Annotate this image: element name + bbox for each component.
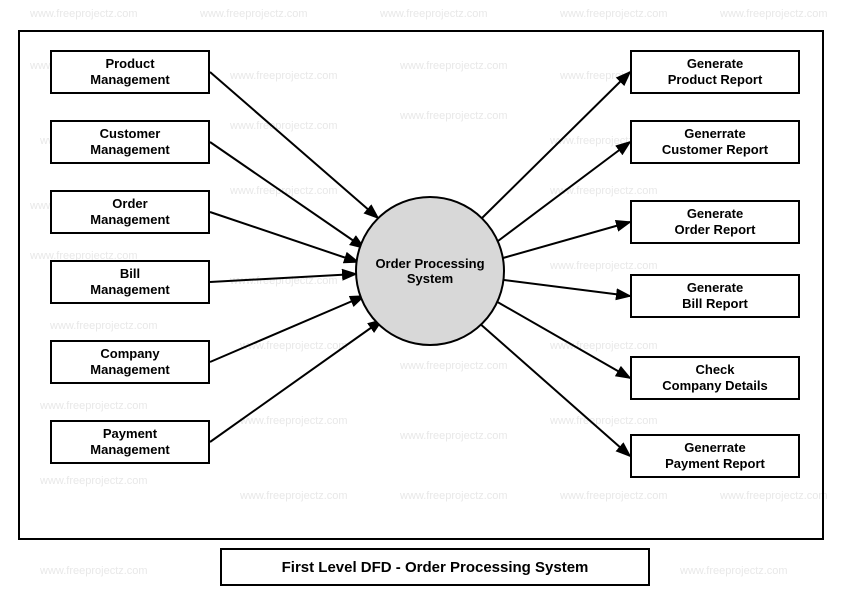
box-label-line2: Company Details bbox=[662, 378, 767, 394]
box-label-line2: Management bbox=[90, 72, 169, 88]
box-label-line1: Generrate bbox=[684, 440, 745, 456]
box-label-line2: Order Report bbox=[675, 222, 756, 238]
diagram-title-text: First Level DFD - Order Processing Syste… bbox=[282, 559, 589, 576]
watermark-text: www.freeprojectz.com bbox=[40, 565, 148, 577]
box-label-line2: Management bbox=[90, 442, 169, 458]
box-label-line1: Generrate bbox=[684, 126, 745, 142]
center-process-circle: Order Processing System bbox=[355, 196, 505, 346]
box-label-line1: Order bbox=[112, 196, 147, 212]
box-label-line1: Company bbox=[100, 346, 159, 362]
center-label-line2: System bbox=[407, 271, 453, 286]
watermark-text: www.freeprojectz.com bbox=[720, 8, 828, 20]
watermark-text: www.freeprojectz.com bbox=[200, 8, 308, 20]
box-label-line2: Management bbox=[90, 212, 169, 228]
left-box-customer-mgmt: CustomerManagement bbox=[50, 120, 210, 164]
box-label-line1: Generate bbox=[687, 206, 743, 222]
box-label-line2: Product Report bbox=[668, 72, 763, 88]
right-box-payment-report: GenerratePayment Report bbox=[630, 434, 800, 478]
diagram-title-box: First Level DFD - Order Processing Syste… bbox=[220, 548, 650, 586]
right-box-bill-report: GenerateBill Report bbox=[630, 274, 800, 318]
watermark-text: www.freeprojectz.com bbox=[380, 8, 488, 20]
watermark-text: www.freeprojectz.com bbox=[560, 8, 668, 20]
right-box-product-report: GenerateProduct Report bbox=[630, 50, 800, 94]
box-label-line1: Payment bbox=[103, 426, 157, 442]
box-label-line1: Generate bbox=[687, 280, 743, 296]
left-box-company-mgmt: CompanyManagement bbox=[50, 340, 210, 384]
box-label-line1: Customer bbox=[100, 126, 161, 142]
left-box-payment-mgmt: PaymentManagement bbox=[50, 420, 210, 464]
watermark-text: www.freeprojectz.com bbox=[30, 8, 138, 20]
box-label-line1: Bill bbox=[120, 266, 140, 282]
box-label-line2: Customer Report bbox=[662, 142, 768, 158]
box-label-line1: Product bbox=[105, 56, 154, 72]
right-box-company-details: CheckCompany Details bbox=[630, 356, 800, 400]
watermark-text: www.freeprojectz.com bbox=[680, 565, 788, 577]
box-label-line2: Management bbox=[90, 282, 169, 298]
right-box-customer-report: GenerrateCustomer Report bbox=[630, 120, 800, 164]
left-box-product-mgmt: ProductManagement bbox=[50, 50, 210, 94]
box-label-line2: Management bbox=[90, 142, 169, 158]
right-box-order-report: GenerateOrder Report bbox=[630, 200, 800, 244]
center-label-line1: Order Processing bbox=[375, 256, 484, 271]
box-label-line2: Management bbox=[90, 362, 169, 378]
left-box-order-mgmt: OrderManagement bbox=[50, 190, 210, 234]
left-box-bill-mgmt: BillManagement bbox=[50, 260, 210, 304]
box-label-line2: Bill Report bbox=[682, 296, 748, 312]
box-label-line1: Check bbox=[695, 362, 734, 378]
box-label-line1: Generate bbox=[687, 56, 743, 72]
box-label-line2: Payment Report bbox=[665, 456, 765, 472]
